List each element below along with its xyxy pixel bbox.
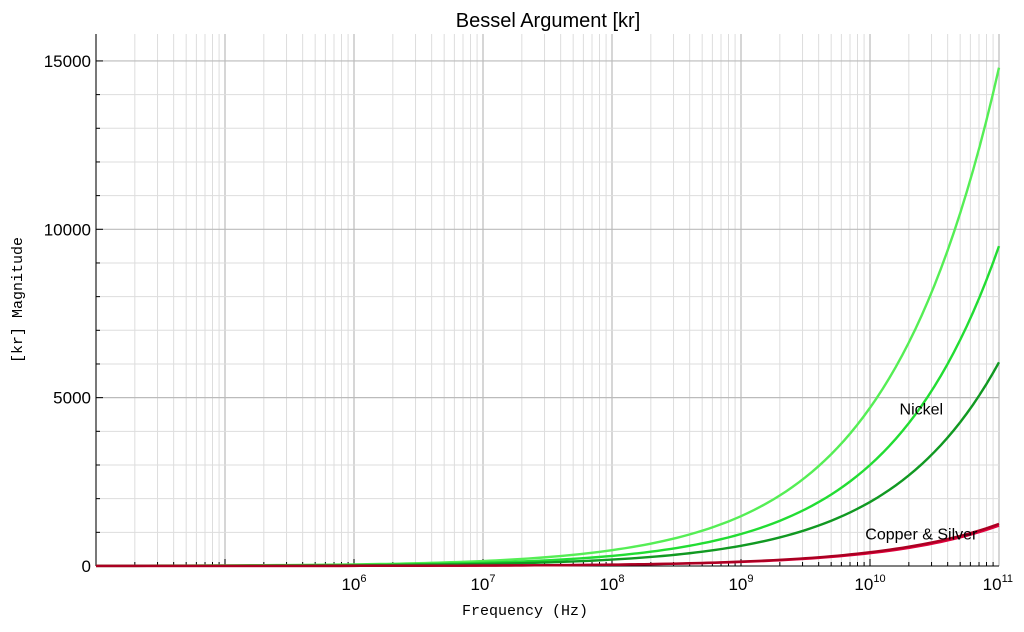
y-tick-label: 0: [82, 557, 91, 576]
y-tick-label: 15000: [44, 52, 91, 71]
series-line-2: [95, 245, 1001, 568]
chart-title: Bessel Argument [kr]: [456, 10, 641, 32]
series-group: [95, 67, 1001, 568]
tick-labels: 0 5000 10000 15000 106 107 108 109 1010 1011: [44, 52, 1013, 594]
grid: [95, 34, 1000, 566]
annotation-copper-silver: Copper & Silver: [865, 527, 978, 544]
x-tick-label: 1011: [983, 573, 1013, 594]
annotation-nickel: Nickel: [900, 401, 944, 418]
series-line-3: [95, 361, 1001, 568]
series-line-5: [95, 522, 1000, 568]
x-tick-label: 108: [599, 573, 624, 594]
x-tick-label: 106: [341, 573, 366, 594]
y-axis-label: [kr] Magnitude: [10, 237, 27, 363]
axes: [95, 34, 999, 567]
y-tick-label: 10000: [44, 220, 91, 239]
annotations: Nickel Copper & Silver: [865, 401, 978, 543]
x-axis-label: Frequency (Hz): [462, 603, 588, 620]
x-tick-label: 1010: [854, 573, 885, 594]
series-line-1: [95, 67, 1001, 567]
y-tick-label: 5000: [53, 389, 91, 408]
x-tick-label: 107: [470, 573, 495, 594]
x-tick-label: 109: [728, 573, 753, 594]
